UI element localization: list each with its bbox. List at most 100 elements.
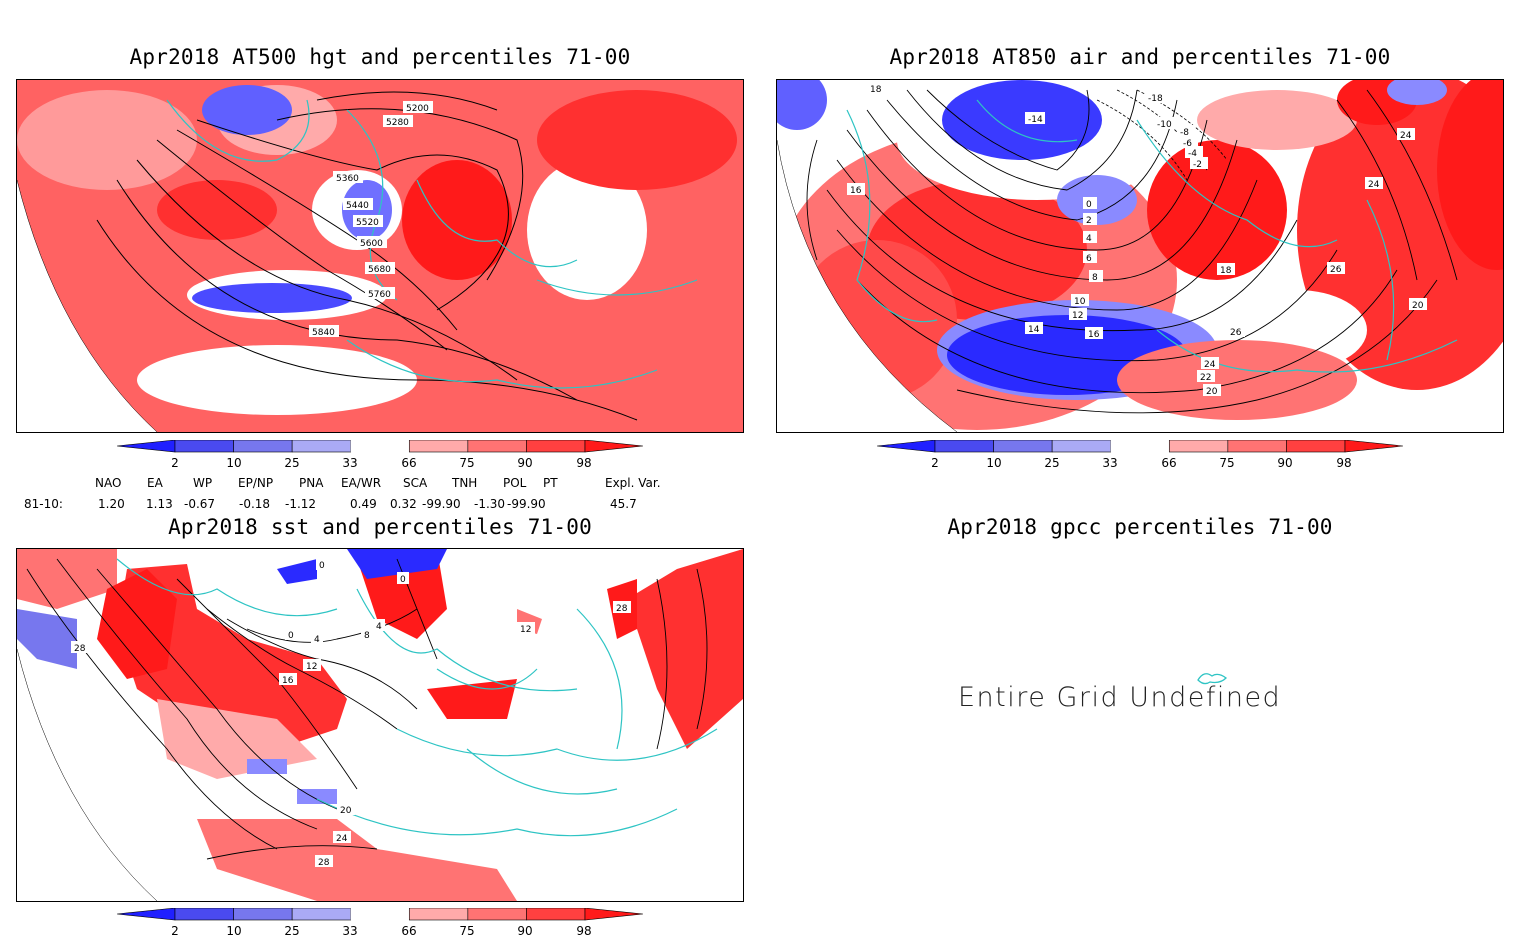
contour-label: 22 xyxy=(1200,373,1211,383)
map-sst: 0 0 0 4 4 8 12 12 16 20 24 28 28 28 xyxy=(17,549,743,901)
contour-label: 0 xyxy=(1086,200,1092,210)
colorbar-label: 66 xyxy=(1161,456,1177,470)
index-value: 1.13 xyxy=(146,497,173,511)
island-outline xyxy=(1197,673,1227,685)
contour-label: 12 xyxy=(520,625,531,635)
contour-label: -10 xyxy=(1157,120,1172,130)
index-header: WP xyxy=(193,476,213,490)
index-header: EA xyxy=(147,476,163,490)
contour-label: 12 xyxy=(306,662,317,672)
contour-label: 20 xyxy=(1412,301,1424,311)
colorbar-segment xyxy=(1286,439,1346,453)
contour-label: 18 xyxy=(870,85,882,95)
index-header: Expl. Var. xyxy=(605,476,661,490)
index-header: SCA xyxy=(403,476,428,490)
colorbar-arrow-low xyxy=(876,439,936,453)
index-value: 45.7 xyxy=(610,497,637,511)
contour-label: 18 xyxy=(1220,266,1232,276)
colorbar-segment xyxy=(1051,439,1112,453)
colorbar-sst: 2 10 25 33 66 75 90 98 xyxy=(116,907,644,940)
index-header: EP/NP xyxy=(238,476,274,490)
colorbar-label: 2 xyxy=(171,924,179,938)
colorbar-label: 25 xyxy=(284,924,300,938)
map-air: -18 -14 -10 -8 -6 -4 -2 0 2 4 6 8 10 12 … xyxy=(777,80,1503,432)
contour-label: 20 xyxy=(1206,387,1218,397)
contour-label: 16 xyxy=(282,676,294,686)
contour-label: 2 xyxy=(1086,216,1092,226)
colorbar-segment xyxy=(993,439,1053,453)
colorbar-label: 75 xyxy=(459,924,475,938)
contour-label: 5520 xyxy=(356,218,379,228)
colorbar-arrow-high xyxy=(584,439,644,453)
colorbar-segment xyxy=(233,907,293,921)
index-header: EA/WR xyxy=(341,476,382,490)
map-panel-sst: 0 0 0 4 4 8 12 12 16 20 24 28 28 28 xyxy=(16,548,744,902)
colorbar-label: 33 xyxy=(342,456,358,470)
contour-label: 5360 xyxy=(336,174,359,184)
colorbar-arrow-low xyxy=(116,907,176,921)
colorbar-label: 98 xyxy=(576,924,592,938)
colorbar-label: 33 xyxy=(1102,456,1118,470)
index-value: -99.90 xyxy=(507,497,546,511)
colorbar-segment xyxy=(467,907,527,921)
colorbar-segment xyxy=(291,907,352,921)
undefined-grid-message: Entire Grid Undefined xyxy=(958,682,1282,713)
index-value: 0.32 xyxy=(390,497,417,511)
colorbar-label: 33 xyxy=(342,924,358,938)
index-value: -99.90 xyxy=(422,497,461,511)
contour-label: 26 xyxy=(1330,265,1342,275)
contour-label: 16 xyxy=(850,186,862,196)
index-header: NAO xyxy=(95,476,122,490)
colorbar-label: 10 xyxy=(226,456,242,470)
map-panel-hgt: 5200 5280 5360 5440 5520 5600 5680 5760 … xyxy=(16,79,744,433)
panel-title-gpcc: Apr2018 gpcc percentiles 71-00 xyxy=(947,515,1333,539)
contour-label: 8 xyxy=(364,631,370,641)
contour-label: 24 xyxy=(1400,131,1412,141)
index-value: 0.49 xyxy=(350,497,377,511)
colorbar-segment xyxy=(526,439,586,453)
contour-label: 6 xyxy=(1086,254,1092,264)
colorbar-air: 2 10 25 33 66 75 90 98 xyxy=(876,439,1404,474)
contour-label: 14 xyxy=(1028,325,1040,335)
contour-label: 5200 xyxy=(406,104,429,114)
colorbar-label: 10 xyxy=(986,456,1002,470)
colorbar-label: 2 xyxy=(931,456,939,470)
colorbar-arrow-low xyxy=(116,439,176,453)
index-value: -1.12 xyxy=(285,497,317,511)
contour-label: 5760 xyxy=(368,290,391,300)
colorbar-label: 90 xyxy=(517,924,533,938)
panel-title-hgt: Apr2018 AT500 hgt and percentiles 71-00 xyxy=(129,45,631,69)
colorbar-segment xyxy=(467,439,527,453)
contour-label: 12 xyxy=(1072,311,1083,321)
contour-label: 24 xyxy=(336,834,348,844)
contour-label: 5440 xyxy=(346,201,369,211)
contour-label: 5600 xyxy=(360,239,383,249)
colorbar-segment xyxy=(174,439,234,453)
index-header: PT xyxy=(543,476,558,490)
colorbar-segment xyxy=(934,439,994,453)
colorbar-segment xyxy=(408,439,469,453)
colorbar-segment xyxy=(1227,439,1287,453)
index-value: 1.20 xyxy=(98,497,125,511)
colorbar-label: 90 xyxy=(1277,456,1293,470)
contour-label: -18 xyxy=(1148,94,1163,104)
contour-label: 0 xyxy=(319,561,325,571)
contour-label: -4 xyxy=(1188,149,1197,159)
colorbar-label: 90 xyxy=(517,456,533,470)
colorbar-segment xyxy=(408,907,469,921)
contour-label: 26 xyxy=(1230,328,1242,338)
contour-label: 20 xyxy=(340,806,352,816)
contour-label: 24 xyxy=(1204,360,1216,370)
contour-label: -2 xyxy=(1193,160,1202,170)
contour-label: 28 xyxy=(74,644,86,654)
colorbar-segment xyxy=(350,440,410,452)
contour-label: 5840 xyxy=(312,328,335,338)
panel-title-sst: Apr2018 sst and percentiles 71-00 xyxy=(168,515,592,539)
contour-label: 0 xyxy=(400,575,406,585)
colorbar-segment xyxy=(291,439,352,453)
colorbar-arrow-high xyxy=(584,907,644,921)
index-header: POL xyxy=(503,476,527,490)
contour-label: 4 xyxy=(1086,234,1092,244)
index-value: -1.30 xyxy=(474,497,506,511)
contour-label: 0 xyxy=(288,631,294,641)
